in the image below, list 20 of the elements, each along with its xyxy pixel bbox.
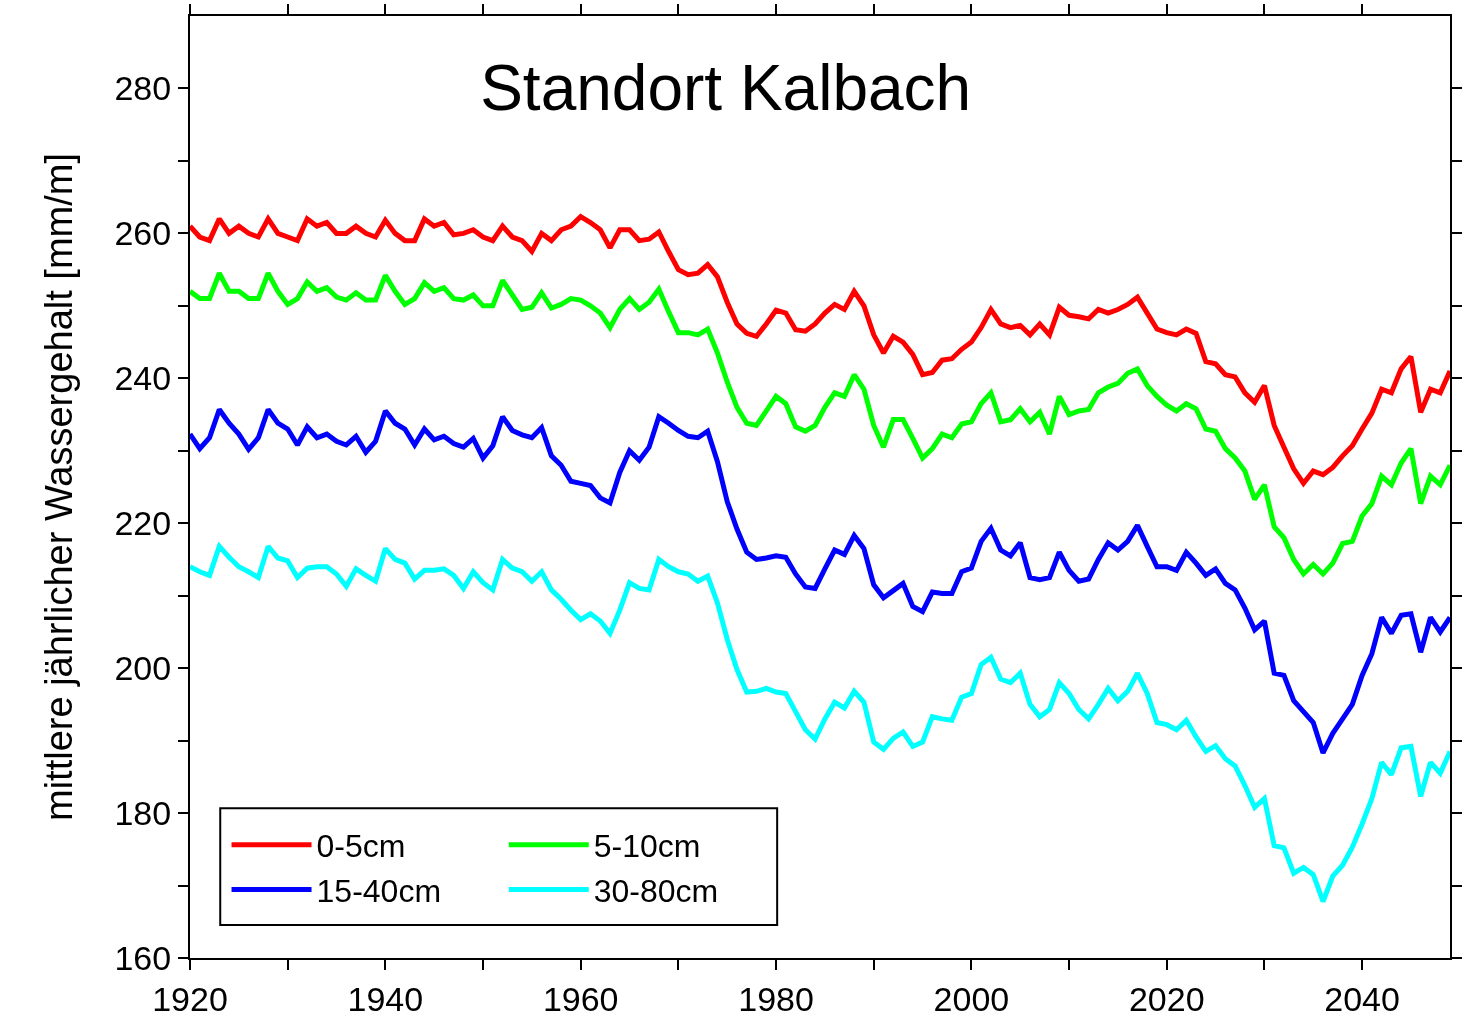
x-tick-label: 1980 — [738, 979, 814, 1018]
y-tick-label: 180 — [114, 793, 172, 832]
x-tick-label: 1960 — [542, 979, 619, 1018]
x-tick-label: 1920 — [152, 979, 228, 1018]
x-tick-label: 2000 — [933, 979, 1010, 1018]
legend-label: 15-40cm — [316, 872, 442, 909]
x-tick-label: 2040 — [1324, 979, 1400, 1018]
y-tick-label: 220 — [114, 504, 172, 543]
legend-label: 30-80cm — [593, 872, 719, 909]
x-tick-label: 2020 — [1128, 979, 1205, 1018]
x-tick-label: 1940 — [347, 979, 424, 1018]
y-tick-label: 160 — [114, 938, 172, 977]
text: Standort Kalbach — [480, 51, 972, 124]
legend-label: 0-5cm — [316, 828, 406, 865]
y-tick-label: 240 — [114, 359, 172, 398]
y-tick-label: 280 — [114, 69, 172, 108]
legend-label: 5-10cm — [593, 828, 701, 865]
y-tick-label: 200 — [114, 649, 172, 688]
y-axis-title: mittlere jährlicher Wassergehalt [mm/m] — [38, 153, 81, 821]
y-tick-label: 260 — [114, 214, 172, 253]
